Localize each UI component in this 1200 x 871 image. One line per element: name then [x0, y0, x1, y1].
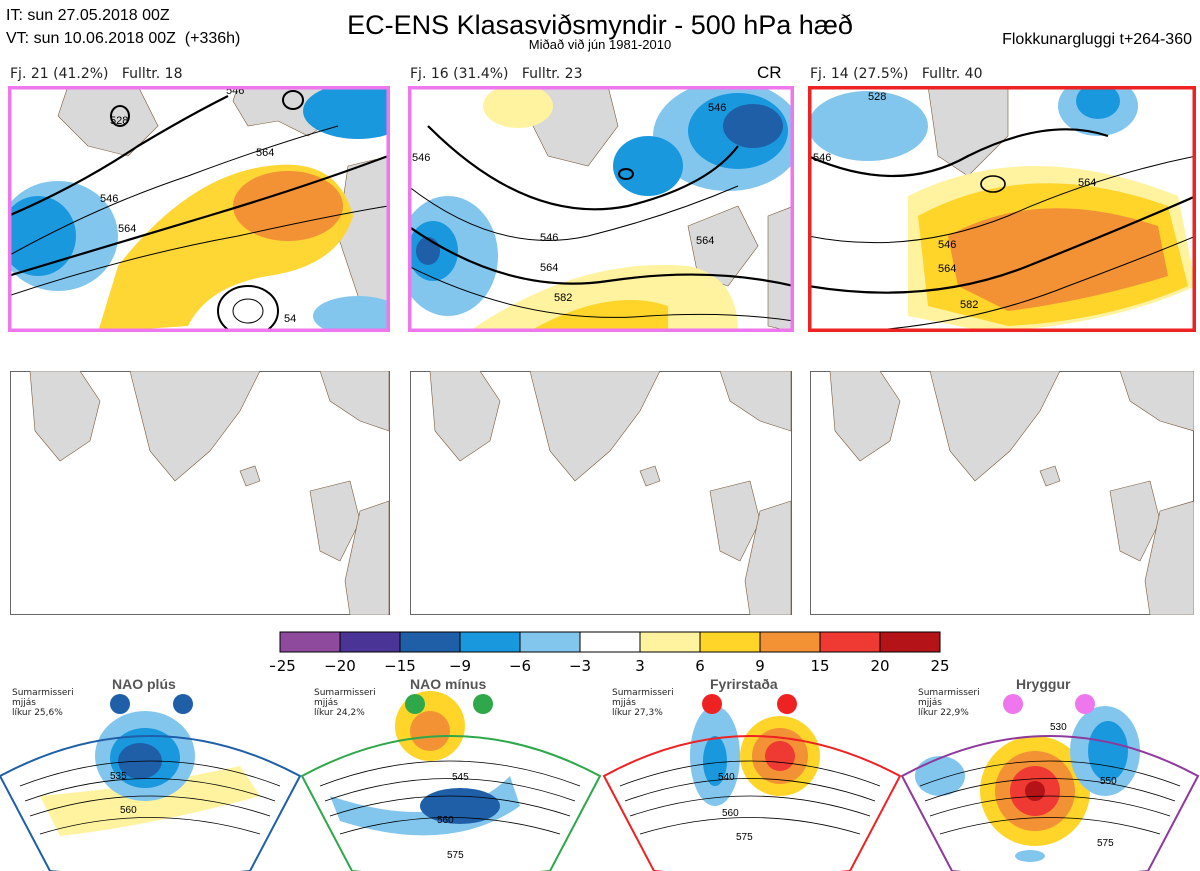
control-run-tag: CR: [757, 63, 782, 82]
contour-label: 530: [1050, 722, 1067, 733]
colorbar-tick-label: −9: [449, 657, 471, 675]
contour-label: 564: [118, 223, 136, 235]
regime-ridge: [900, 706, 1200, 871]
colorbar-cell: [339, 631, 401, 653]
regime-meta-blocking: Sumarmisseri mjjás líkur 27,3%: [612, 688, 674, 718]
classification-window: Flokkunargluggi t+264-360: [1002, 31, 1192, 48]
contour-label: 582: [554, 292, 572, 304]
colorbar-tick-label: −20: [324, 657, 356, 675]
regime-title-nao-plus: NAO plús: [112, 676, 176, 692]
regime-title-ridge: Hryggur: [1016, 676, 1071, 692]
colorbar-cell: [699, 631, 761, 653]
cluster-2-border: [408, 86, 794, 332]
colorbar-cell: [519, 631, 581, 653]
cluster-2-label: Fj. 16 (31.4%) Fulltr. 23: [410, 66, 583, 82]
regime-dot: [1075, 694, 1095, 714]
colorbar-tick-label: −15: [384, 657, 416, 675]
contour-label: 575: [447, 850, 464, 861]
colorbar-cell: [879, 631, 941, 653]
contour-label: 550: [1100, 776, 1117, 787]
colorbar-tick-label: 9: [755, 657, 765, 675]
colorbar-tick-label: 25: [930, 657, 949, 675]
contour-label: 546: [226, 86, 244, 97]
colorbar-cell: [639, 631, 701, 653]
colorbar-tick-label: −3: [569, 657, 591, 675]
regime-title-nao-minus: NAO mínus: [410, 676, 487, 692]
contour-label: 546: [540, 232, 558, 244]
contour-label: 546: [100, 193, 118, 205]
init-time: IT: sun 27.05.2018 00Z: [6, 7, 170, 24]
cluster-1-border: [8, 86, 390, 332]
colorbar-cell: [579, 631, 641, 653]
cluster-1-label: Fj. 21 (41.2%) Fulltr. 18: [10, 66, 183, 82]
regime-dot: [473, 694, 493, 714]
contour-label: 546: [412, 152, 430, 164]
regime-dot: [777, 694, 797, 714]
colorbar-tick-label: −6: [509, 657, 531, 675]
contour-label: 575: [1097, 838, 1114, 849]
colorbar-tick-label: −25: [270, 657, 296, 675]
contour-label: 546: [938, 239, 956, 251]
valid-time: VT: sun 10.06.2018 00Z (+336h): [6, 30, 241, 47]
empty-map-2: [410, 371, 792, 615]
colorbar-cell: [399, 631, 461, 653]
regime-dot: [173, 694, 193, 714]
colorbar-cell: [819, 631, 881, 653]
climatology-subtitle: Miðað við jún 1981-2010: [528, 37, 672, 52]
colorbar-cell: [459, 631, 521, 653]
contour-label: 528: [868, 91, 886, 103]
regime-meta-nao-plus: Sumarmisseri mjjás líkur 25,6%: [12, 688, 74, 718]
contour-label: 564: [540, 262, 558, 274]
regime-meta-ridge: Sumarmisseri mjjás líkur 22,9%: [918, 688, 980, 718]
regime-dot: [1003, 694, 1023, 714]
cluster-3-map: 528 546 546 564 564 582: [808, 86, 1196, 332]
colorbar: −25 −20 −15 −9 −6 −3 3 6 9 15 20 25: [270, 631, 950, 675]
cluster-3-border: [808, 86, 1196, 332]
contour-label: 564: [938, 263, 956, 275]
colorbar-tick-label: 3: [635, 657, 645, 675]
empty-map-1: [10, 371, 390, 615]
contour-label: 54: [284, 313, 296, 325]
contour-label: 564: [696, 235, 714, 247]
cluster-3-label: Fj. 14 (27.5%) Fulltr. 40: [810, 66, 983, 82]
contour-label: 560: [120, 805, 137, 816]
cluster-2-map: 546 546 564 564 582 546: [408, 86, 794, 332]
empty-map-3: [810, 371, 1194, 615]
regime-dot: [110, 694, 130, 714]
contour-label: 546: [708, 102, 726, 114]
colorbar-cell: [759, 631, 821, 653]
contour-label: 560: [437, 815, 454, 826]
contour-label: 540: [718, 772, 735, 783]
contour-label: 560: [722, 808, 739, 819]
regime-panels: 535 560 545 560 575 540 560 575 530 550 …: [0, 691, 1200, 871]
regime-title-blocking: Fyrirstaða: [710, 676, 778, 692]
page-title: EC-ENS Klasasviðsmyndir - 500 hPa hæð: [347, 10, 853, 40]
contour-label: 528: [110, 115, 128, 127]
colorbar-cell: [279, 631, 341, 653]
contour-label: 546: [813, 152, 831, 164]
contour-label: 564: [1078, 177, 1096, 189]
contour-label: 545: [452, 772, 469, 783]
colorbar-tick-label: 15: [810, 657, 829, 675]
contour-label: 564: [256, 147, 274, 159]
regime-blocking: [602, 706, 902, 871]
regime-dot: [702, 694, 722, 714]
colorbar-tick-label: 6: [695, 657, 705, 675]
contour-label: 582: [960, 299, 978, 311]
colorbar-tick-label: 20: [870, 657, 889, 675]
regime-meta-nao-minus: Sumarmisseri mjjás líkur 24,2%: [314, 688, 376, 718]
regime-nao-minus: [300, 691, 602, 871]
contour-label: 575: [736, 832, 753, 843]
contour-label: 535: [110, 771, 127, 782]
cluster-1-map: 528 546 564 546 564 54: [8, 86, 390, 332]
regime-dot: [405, 694, 425, 714]
regime-nao-plus: [0, 711, 302, 871]
